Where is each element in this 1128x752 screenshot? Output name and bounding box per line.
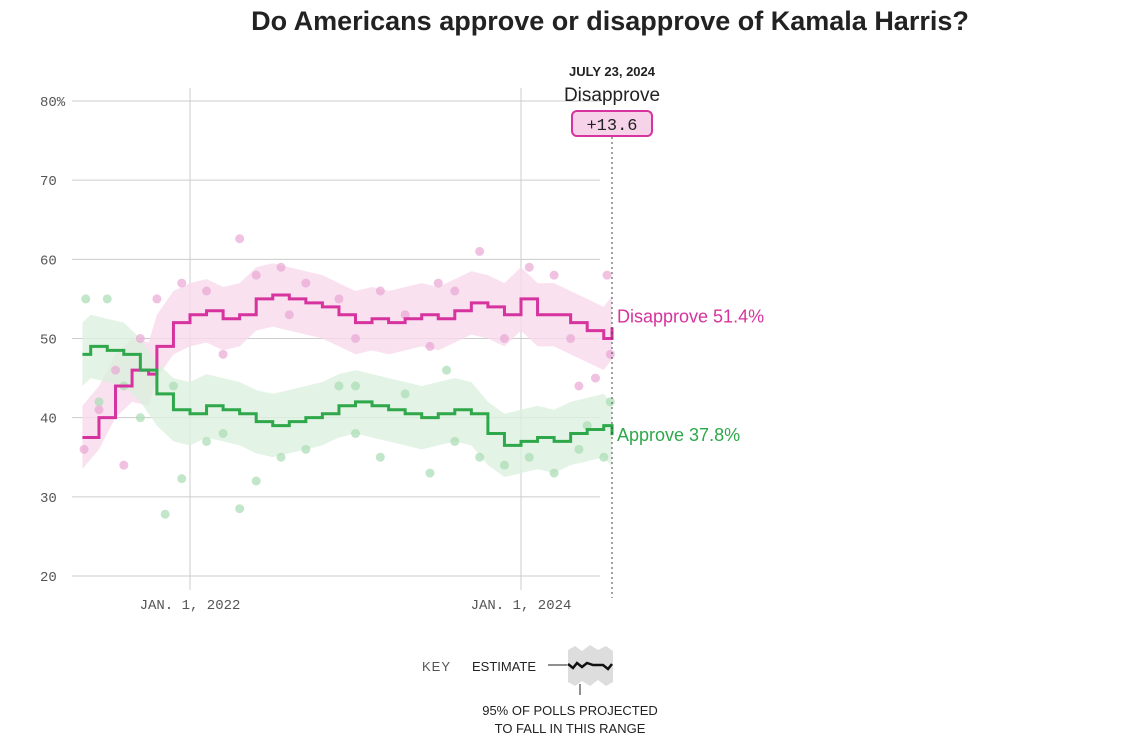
poll-point-approve [94, 397, 104, 407]
annotation-leader: Disapprove [564, 85, 660, 106]
poll-point-approve [81, 294, 91, 304]
poll-point-disapprove [152, 294, 162, 304]
poll-point-approve [549, 468, 559, 478]
poll-point-approve [351, 381, 360, 391]
poll-point-approve [475, 452, 485, 462]
poll-point-approve [605, 397, 615, 407]
poll-point-approve [168, 381, 178, 391]
poll-point-disapprove [177, 278, 187, 288]
poll-point-approve [218, 429, 228, 438]
poll-point-approve [235, 504, 245, 514]
poll-point-approve [202, 436, 212, 446]
confidence-band-disapprove [82, 263, 613, 470]
key-range-label-2: TO FALL IN THIS RANGE [494, 721, 646, 736]
y-tick-label: 80% [40, 95, 66, 111]
poll-point-approve [160, 509, 170, 519]
y-tick-label: 30 [40, 491, 57, 507]
poll-point-disapprove [235, 234, 245, 244]
poll-point-approve [400, 389, 410, 399]
poll-point-approve [425, 468, 435, 478]
annotation-date: JULY 23, 2024 [569, 64, 656, 79]
x-tick-label: JAN. 1, 2024 [471, 598, 572, 614]
y-tick-label: 50 [40, 333, 57, 349]
poll-point-disapprove [425, 341, 435, 351]
y-tick-label: 60 [40, 253, 57, 269]
poll-point-approve [276, 452, 286, 462]
poll-point-disapprove [475, 246, 485, 256]
end-label-approve: Approve 37.8% [617, 425, 740, 445]
poll-point-approve [524, 452, 534, 462]
key-range-label: 95% OF POLLS PROJECTED [482, 703, 658, 718]
poll-point-approve [334, 381, 344, 391]
x-tick-label: JAN. 1, 2022 [140, 598, 241, 614]
poll-point-disapprove [284, 310, 294, 320]
poll-point-disapprove [524, 262, 534, 272]
y-tick-label: 40 [40, 412, 57, 428]
poll-point-approve [177, 474, 187, 484]
poll-point-approve [251, 476, 261, 486]
poll-point-disapprove [590, 373, 600, 383]
poll-point-approve [499, 460, 509, 470]
y-tick-label: 20 [40, 570, 57, 586]
poll-point-disapprove [202, 286, 212, 296]
poll-point-disapprove [549, 270, 559, 280]
poll-point-disapprove [119, 460, 129, 470]
poll-point-disapprove [400, 310, 410, 320]
poll-point-approve [102, 294, 112, 304]
poll-point-disapprove [334, 294, 344, 304]
confidence-band-approve [82, 314, 613, 478]
poll-point-disapprove [605, 349, 615, 359]
end-label-disapprove: Disapprove 51.4% [617, 306, 764, 326]
y-tick-label: 70 [40, 174, 57, 190]
poll-point-disapprove [111, 365, 121, 375]
poll-point-approve [582, 421, 592, 431]
poll-point-approve [135, 413, 145, 423]
poll-point-approve [351, 429, 360, 438]
key-estimate-label: ESTIMATE [472, 659, 537, 674]
key-range-swatch [568, 645, 613, 686]
estimate-line-disapprove [82, 293, 614, 439]
poll-point-disapprove [566, 334, 576, 343]
poll-point-disapprove [301, 278, 311, 288]
poll-point-disapprove [276, 262, 286, 272]
poll-point-approve [375, 452, 385, 462]
poll-point-disapprove [218, 349, 228, 359]
poll-point-disapprove [351, 334, 360, 343]
poll-point-disapprove [79, 444, 89, 454]
poll-point-approve [450, 436, 460, 446]
chart-title: Do Americans approve or disapprove of Ka… [251, 6, 969, 36]
poll-point-disapprove [602, 270, 612, 280]
poll-point-approve [599, 452, 609, 462]
poll-point-disapprove [251, 270, 261, 280]
poll-point-disapprove [499, 334, 509, 343]
key-estimate-swatch [567, 661, 613, 671]
key-label: KEY [422, 659, 452, 674]
poll-point-approve [301, 444, 311, 454]
poll-point-disapprove [135, 334, 145, 343]
poll-point-approve [442, 365, 452, 375]
poll-point-approve [574, 444, 584, 454]
poll-point-disapprove [94, 405, 104, 415]
margin-value: +13.6 [586, 117, 637, 136]
poll-point-disapprove [574, 381, 584, 391]
poll-point-disapprove [375, 286, 385, 296]
poll-point-disapprove [433, 278, 443, 288]
poll-point-disapprove [450, 286, 460, 296]
margin-badge [571, 110, 653, 137]
estimate-line-approve [82, 344, 614, 447]
